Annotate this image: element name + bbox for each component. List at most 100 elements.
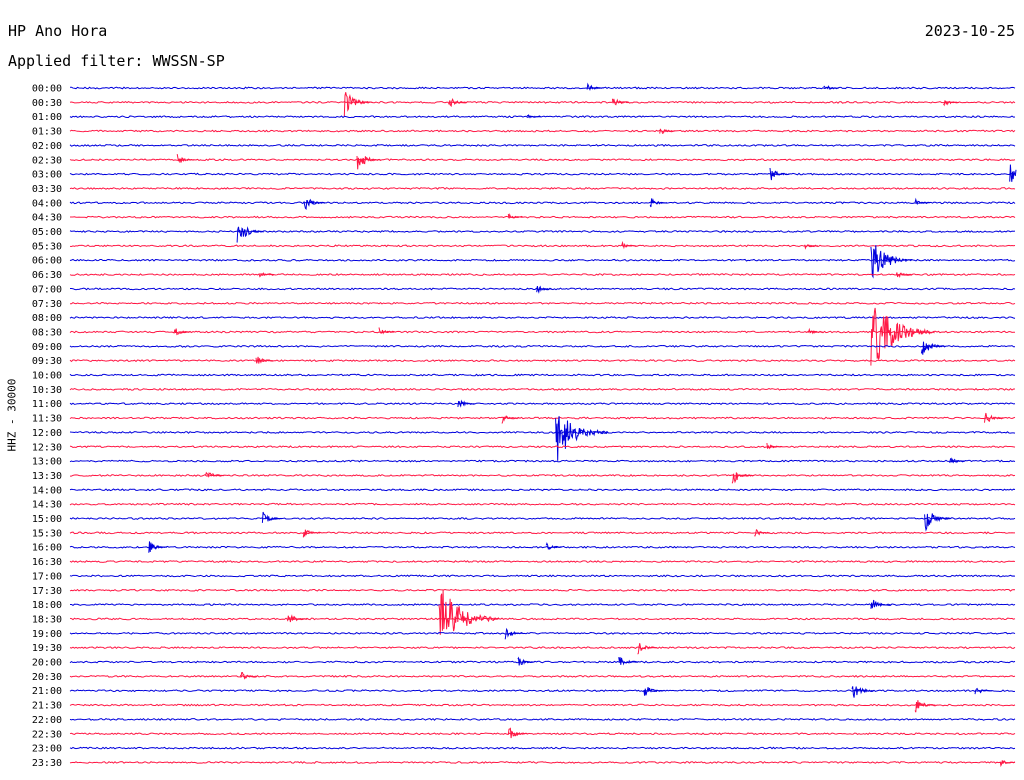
row-time-label: 21:30 — [32, 701, 62, 712]
trace-line — [69, 445, 1016, 449]
row-time-label: 11:30 — [32, 414, 62, 425]
seismic-event — [769, 167, 790, 181]
trace-line — [69, 115, 1016, 119]
row-time-label: 16:30 — [32, 557, 62, 568]
trace-line — [69, 230, 1016, 233]
trace-line — [69, 359, 1016, 363]
row-time-label: 18:30 — [32, 614, 62, 625]
row-time-label: 01:00 — [32, 112, 62, 123]
trace-line — [69, 244, 1016, 248]
trace-line — [69, 172, 1016, 176]
row-time-label: 19:30 — [32, 643, 62, 654]
trace-line — [69, 646, 1016, 650]
row-time-label: 03:30 — [32, 184, 62, 195]
seismic-event — [895, 272, 912, 278]
row-time-label: 01:30 — [32, 127, 62, 138]
row-time-label: 08:00 — [32, 313, 62, 324]
seismic-event — [378, 327, 395, 335]
seismic-event — [447, 98, 467, 108]
row-time-label: 18:00 — [32, 600, 62, 611]
seismic-event — [302, 198, 326, 210]
seismic-event — [205, 471, 224, 478]
seismic-event — [999, 760, 1015, 768]
seismic-event — [239, 672, 258, 680]
trace-line — [69, 330, 1016, 334]
trace-line — [69, 761, 1016, 764]
seismic-event — [870, 245, 912, 279]
row-time-label: 09:30 — [32, 356, 62, 367]
trace-line — [69, 416, 1016, 420]
trace-line — [69, 617, 1016, 621]
seismic-event — [457, 399, 475, 408]
trace-line — [69, 301, 1016, 305]
seismic-event — [943, 100, 959, 107]
trace-line — [69, 674, 1016, 678]
trace-line — [69, 545, 1016, 549]
seismic-event — [258, 271, 274, 278]
trace-line — [69, 746, 1016, 750]
row-time-label: 22:00 — [32, 715, 62, 726]
trace-line — [69, 517, 1016, 520]
row-time-label: 20:30 — [32, 672, 62, 683]
row-time-label: 07:30 — [32, 299, 62, 310]
row-time-label: 17:30 — [32, 586, 62, 597]
row-time-label: 06:00 — [32, 256, 62, 267]
seismic-event — [618, 657, 639, 666]
trace-line — [69, 201, 1016, 205]
trace-line — [69, 373, 1016, 377]
trace-line — [69, 430, 1016, 434]
row-time-label: 21:00 — [32, 686, 62, 697]
row-time-label: 12:00 — [32, 428, 62, 439]
row-time-label: 03:00 — [32, 170, 62, 181]
trace-line — [69, 158, 1016, 162]
seismic-event — [621, 240, 637, 250]
trace-line — [69, 717, 1016, 721]
seismic-event — [173, 328, 191, 336]
row-time-label: 00:30 — [32, 98, 62, 109]
trace-line — [69, 502, 1016, 506]
seismic-event — [517, 656, 535, 666]
trace-line — [69, 186, 1016, 190]
trace-line — [69, 531, 1016, 535]
row-time-label: 13:30 — [32, 471, 62, 482]
row-time-label: 11:00 — [32, 399, 62, 410]
trace-line — [69, 560, 1016, 563]
seismic-event — [611, 98, 630, 106]
row-time-label: 14:00 — [32, 485, 62, 496]
trace-line — [69, 631, 1016, 635]
row-time-label: 02:00 — [32, 141, 62, 152]
seismic-event — [659, 128, 676, 134]
seismic-event — [287, 614, 308, 623]
trace-line — [69, 273, 1016, 277]
row-time-label: 10:00 — [32, 371, 62, 382]
seismic-event — [236, 226, 264, 243]
seismic-event — [343, 92, 373, 117]
row-time-label: 04:00 — [32, 198, 62, 209]
row-time-label: 23:00 — [32, 744, 62, 755]
row-time-label: 10:30 — [32, 385, 62, 396]
row-time-label: 12:30 — [32, 442, 62, 453]
seismic-event — [823, 85, 840, 90]
row-time-label: 22:30 — [32, 729, 62, 740]
row-time-label: 20:00 — [32, 658, 62, 669]
seismic-event — [555, 416, 608, 461]
seismic-event — [438, 590, 500, 635]
seismic-event — [1009, 164, 1017, 182]
seismic-event — [920, 341, 946, 355]
seismic-event — [302, 529, 321, 538]
seismic-event — [526, 114, 541, 119]
row-time-label: 09:00 — [32, 342, 62, 353]
seismic-event — [507, 213, 524, 219]
seismic-event — [643, 687, 664, 696]
seismic-event — [586, 82, 605, 92]
seismic-event — [807, 327, 823, 335]
seismic-event — [974, 687, 992, 695]
trace-line — [69, 143, 1016, 147]
seismic-event — [649, 198, 668, 208]
trace-line — [69, 344, 1016, 348]
seismic-event — [504, 627, 524, 640]
row-time-label: 17:00 — [32, 571, 62, 582]
trace-line — [69, 387, 1016, 391]
trace-line — [69, 660, 1016, 664]
